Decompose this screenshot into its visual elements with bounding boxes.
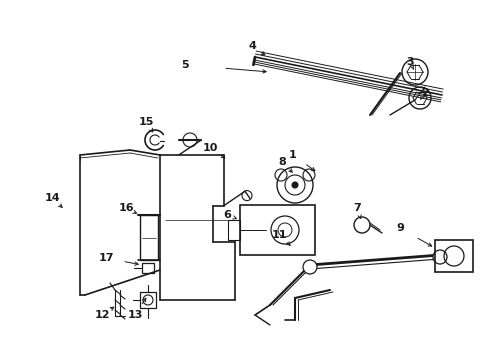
Text: 13: 13 <box>127 310 142 320</box>
Bar <box>434 240 472 272</box>
Text: 15: 15 <box>138 117 153 127</box>
Text: 11: 11 <box>271 230 286 240</box>
Circle shape <box>303 260 316 274</box>
Text: 16: 16 <box>118 203 134 213</box>
Bar <box>227 220 240 240</box>
Text: 14: 14 <box>44 193 60 203</box>
Bar <box>140 292 156 308</box>
Text: 9: 9 <box>395 223 403 233</box>
Bar <box>142 263 154 273</box>
Text: 6: 6 <box>223 210 230 220</box>
Text: 7: 7 <box>352 203 360 213</box>
Bar <box>140 215 158 260</box>
Bar <box>240 205 314 255</box>
Text: 1: 1 <box>288 150 296 160</box>
Text: 4: 4 <box>247 41 255 51</box>
Text: 3: 3 <box>406 57 413 67</box>
Text: 2: 2 <box>420 88 428 98</box>
Text: 12: 12 <box>94 310 109 320</box>
Text: 8: 8 <box>278 157 285 167</box>
Text: 17: 17 <box>98 253 114 263</box>
Text: 10: 10 <box>202 143 217 153</box>
Text: 5: 5 <box>181 60 188 70</box>
Circle shape <box>432 250 446 264</box>
Circle shape <box>291 182 297 188</box>
